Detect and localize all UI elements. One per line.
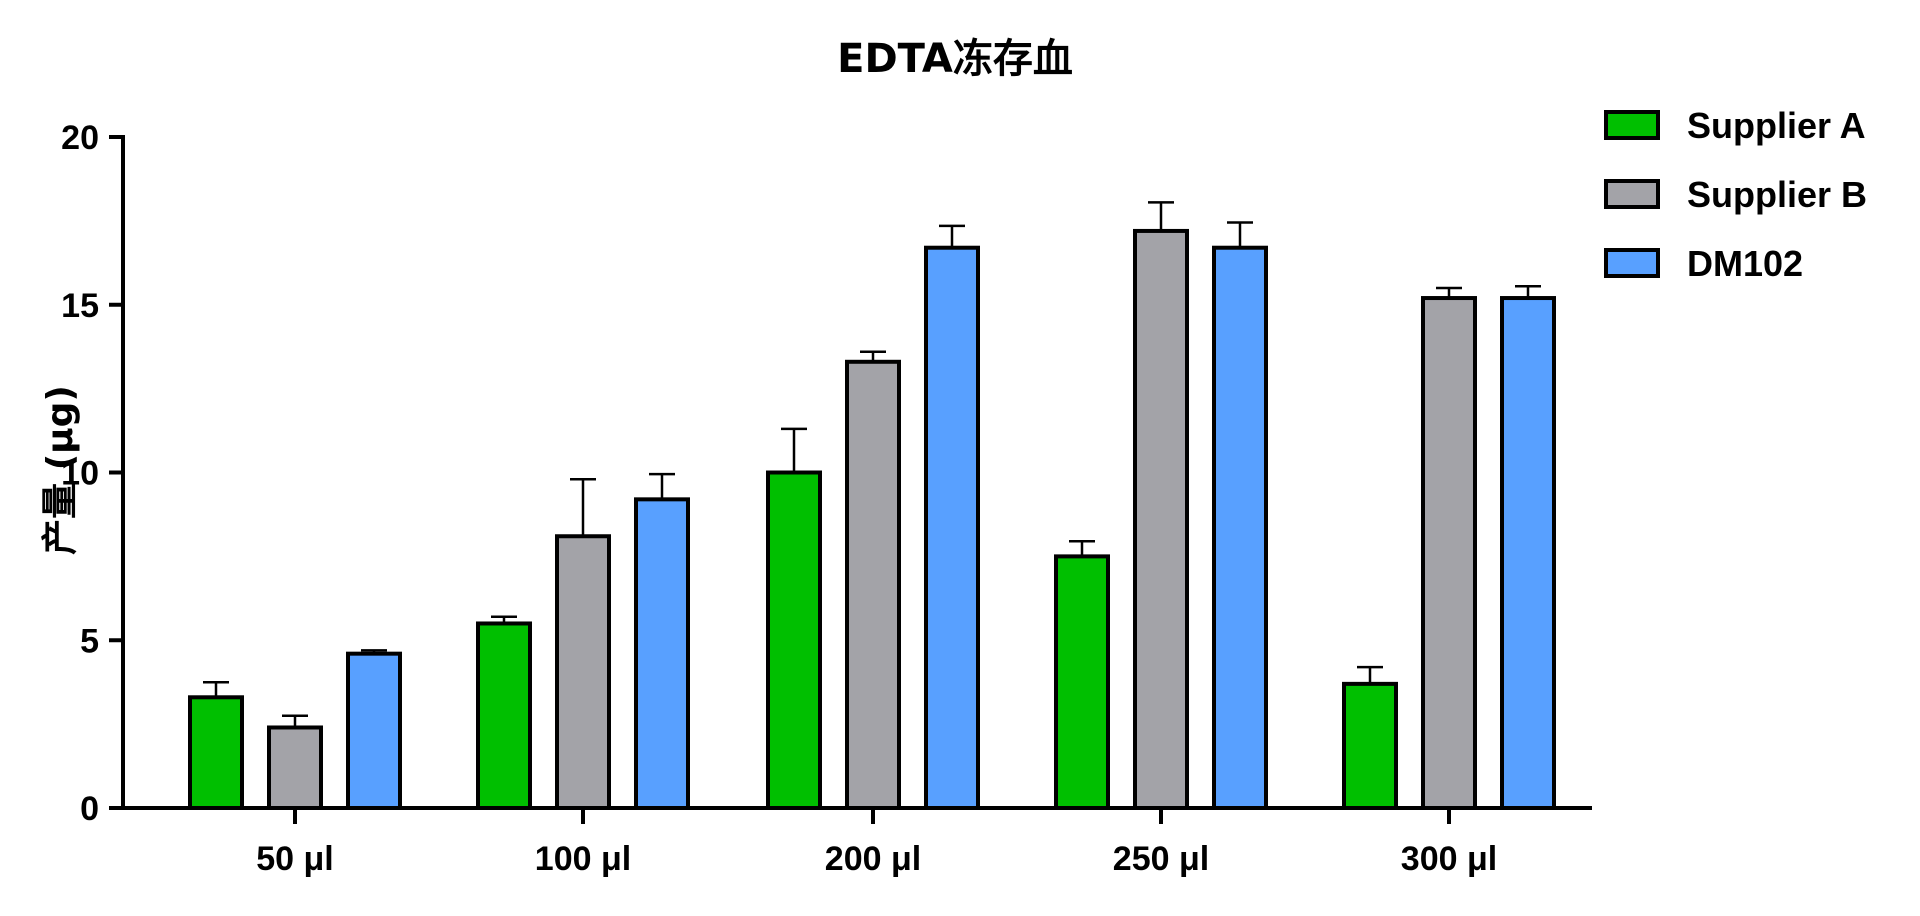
bar-supplier-b-1: [555, 534, 611, 810]
x-tick-label-1: 100 μl: [535, 840, 631, 878]
y-tick-label-3: 15: [61, 287, 99, 325]
y-tick-label-0: 0: [80, 790, 99, 828]
x-tick-label-4: 300 μl: [1401, 840, 1497, 878]
x-tick-label-3: 250 μl: [1113, 840, 1209, 878]
bar-dm102-1: [634, 497, 690, 810]
bar-dm102-2: [924, 245, 980, 810]
y-tick-label-2: 10: [61, 455, 99, 493]
y-tick-label-1: 5: [80, 622, 99, 660]
bar-supplier-a-0: [188, 695, 244, 810]
bar-supplier-b-0: [267, 725, 323, 810]
bar-supplier-a-1: [476, 621, 532, 810]
y-axis-label: 产量 (μg): [40, 385, 81, 555]
legend-label-1: Supplier B: [1687, 174, 1867, 215]
legend-swatch-0: [1604, 110, 1660, 140]
chart-title: EDTA冻存血: [837, 36, 1073, 82]
bar-dm102-0: [346, 651, 402, 810]
bar-supplier-b-2: [845, 359, 901, 810]
bar-supplier-a-2: [766, 470, 822, 810]
legend-label-0: Supplier A: [1687, 105, 1866, 146]
bar-supplier-b-3: [1133, 228, 1189, 810]
legend-swatch-1: [1604, 179, 1660, 209]
x-tick-label-0: 50 μl: [256, 840, 334, 878]
bar-supplier-b-4: [1421, 296, 1477, 810]
plot-area: 0 5 10 15 20 50 μl 100 μl 200 μl 250 μl 300 μl: [61, 119, 1592, 878]
legend-swatch-2: [1604, 248, 1660, 278]
legend-label-2: DM102: [1687, 243, 1803, 284]
bar-supplier-a-4: [1342, 681, 1398, 810]
legend: Supplier A Supplier B DM102: [1604, 105, 1867, 284]
x-tick-label-2: 200 μl: [825, 840, 921, 878]
bar-dm102-4: [1500, 296, 1556, 810]
bar-supplier-a-3: [1054, 554, 1110, 810]
bar-dm102-3: [1212, 245, 1268, 810]
y-tick-label-4: 20: [61, 119, 99, 157]
